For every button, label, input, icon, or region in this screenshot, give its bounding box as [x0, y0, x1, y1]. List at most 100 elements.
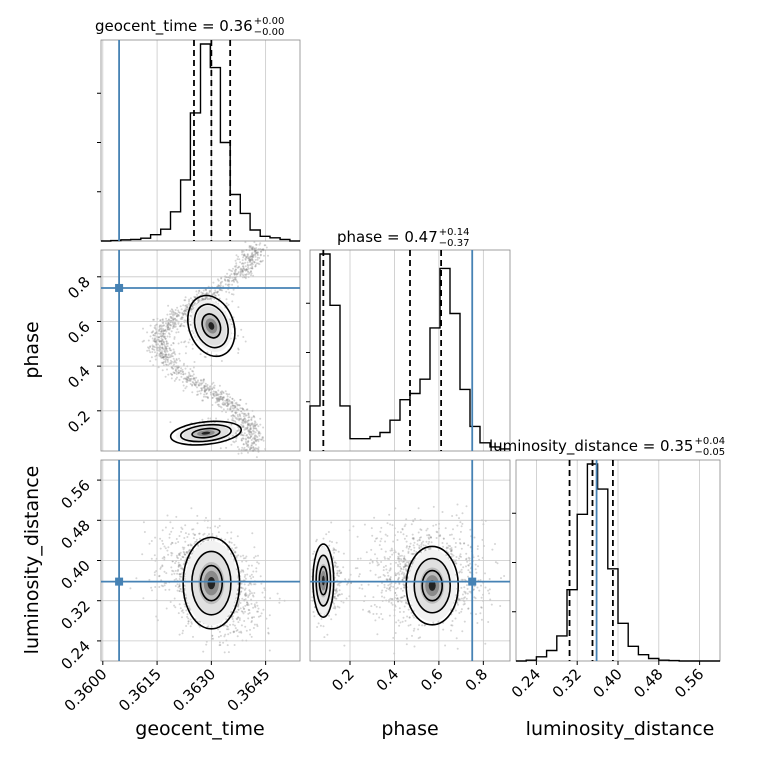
scatter-point: [401, 578, 404, 581]
scatter-point: [183, 299, 186, 302]
scatter-point: [162, 362, 165, 365]
scatter-point: [153, 571, 156, 574]
scatter-point: [204, 390, 207, 393]
scatter-point: [159, 324, 162, 327]
scatter-point: [232, 414, 235, 416]
scatter-point: [154, 586, 157, 588]
scatter-point: [458, 517, 460, 520]
scatter-point: [175, 515, 178, 518]
scatter-point: [249, 431, 252, 434]
scatter-point: [474, 568, 477, 571]
scatter-point: [174, 360, 177, 363]
scatter-point: [186, 375, 189, 378]
scatter-point: [229, 623, 232, 626]
scatter-point: [217, 285, 220, 287]
scatter-point: [175, 538, 178, 540]
scatter-point: [418, 538, 421, 541]
scatter-point: [216, 526, 219, 529]
scatter-point: [230, 402, 233, 405]
scatter-point: [169, 521, 172, 524]
scatter-point: [248, 428, 251, 431]
scatter-point: [237, 348, 240, 351]
scatter-point: [246, 434, 248, 436]
scatter-point: [234, 412, 237, 415]
scatter-point: [240, 439, 243, 442]
scatter-point: [261, 259, 264, 262]
scatter-point: [231, 417, 234, 420]
scatter-point: [200, 382, 203, 385]
scatter-point: [480, 618, 483, 621]
scatter-point: [491, 548, 494, 551]
scatter-point: [397, 619, 400, 622]
scatter-point: [162, 340, 165, 343]
scatter-point: [242, 262, 245, 265]
scatter-point: [250, 435, 253, 438]
scatter-point: [173, 372, 176, 375]
scatter-point: [160, 341, 163, 344]
scatter-point: [368, 562, 371, 565]
scatter-point: [163, 336, 166, 339]
scatter-point: [410, 523, 413, 526]
scatter-point: [230, 401, 233, 404]
scatter-point: [197, 384, 200, 387]
scatter-point: [320, 618, 323, 620]
scatter-point: [155, 328, 158, 331]
scatter-point: [170, 377, 173, 380]
scatter-point: [172, 318, 175, 321]
scatter-point: [250, 419, 253, 422]
scatter-point: [389, 578, 392, 581]
scatter-point: [208, 388, 211, 391]
scatter-point: [201, 297, 204, 300]
scatter-point: [380, 537, 383, 540]
scatter-point: [203, 390, 206, 393]
scatter-point: [247, 444, 250, 446]
scatter-point: [160, 340, 163, 343]
scatter-point: [239, 630, 242, 633]
scatter-point: [188, 300, 190, 303]
scatter-point: [161, 350, 163, 353]
scatter-point: [160, 342, 163, 345]
scatter-point: [248, 448, 251, 451]
scatter-point: [253, 583, 255, 586]
scatter-point: [185, 377, 188, 380]
scatter-point: [333, 602, 336, 605]
scatter-point: [248, 429, 251, 432]
scatter-point: [185, 314, 188, 317]
scatter-point: [250, 564, 253, 567]
scatter-point: [168, 324, 171, 327]
scatter-point: [193, 383, 196, 386]
scatter-point: [370, 548, 373, 551]
scatter-point: [247, 564, 250, 567]
scatter-point: [240, 268, 243, 271]
scatter-point: [182, 371, 185, 373]
scatter-point: [193, 303, 196, 306]
scatter-point: [174, 378, 177, 381]
scatter-point: [226, 393, 229, 396]
scatter-point: [444, 527, 447, 530]
scatter-point: [322, 625, 325, 628]
scatter-point: [201, 297, 204, 300]
scatter-point: [177, 369, 180, 372]
scatter-point: [177, 366, 180, 369]
scatter-point: [417, 507, 420, 510]
scatter-point: [173, 572, 176, 575]
scatter-point: [232, 279, 235, 282]
scatter-point: [154, 536, 157, 539]
scatter-point: [178, 590, 181, 593]
scatter-point: [225, 446, 228, 449]
scatter-point: [171, 323, 174, 325]
scatter-point: [244, 273, 246, 276]
scatter-point: [405, 643, 408, 646]
scatter-point: [235, 278, 238, 281]
scatter-point: [253, 440, 256, 443]
scatter-point: [193, 377, 196, 380]
scatter-point: [442, 545, 445, 548]
scatter-point: [260, 612, 263, 615]
scatter-point: [159, 355, 162, 358]
scatter-point: [212, 381, 215, 384]
scatter-point: [162, 340, 165, 343]
scatter-point: [213, 395, 216, 398]
scatter-point: [214, 294, 217, 297]
scatter-point: [209, 386, 211, 389]
scatter-point: [243, 588, 246, 591]
